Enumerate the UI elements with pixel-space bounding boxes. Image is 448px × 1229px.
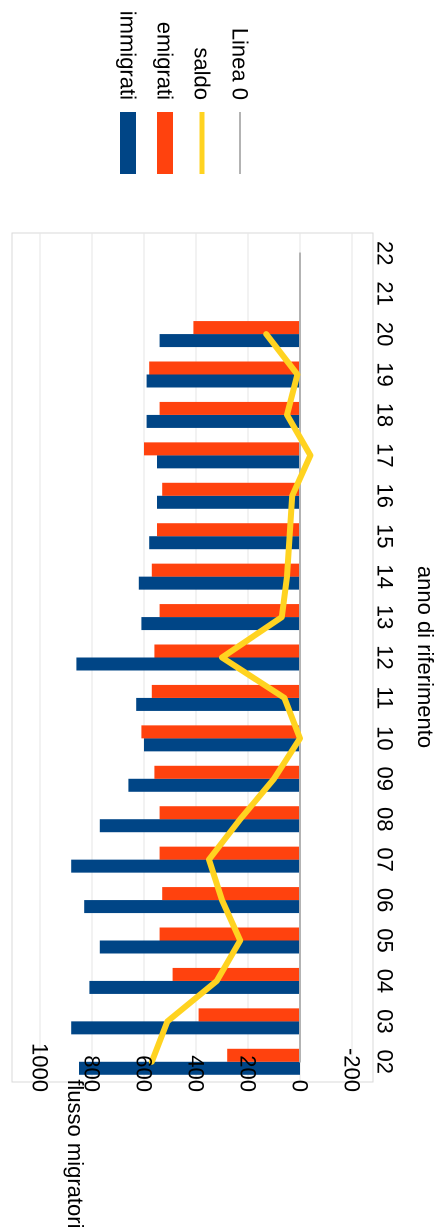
bar-immigrati: [136, 697, 300, 711]
bar-immigrati: [141, 617, 300, 631]
category-tick-label: 02: [373, 1050, 398, 1074]
bar-immigrati: [159, 334, 300, 348]
point-saldo: [285, 575, 289, 579]
category-tick-label: 08: [373, 807, 398, 831]
point-saldo: [272, 777, 276, 781]
point-saldo: [282, 696, 286, 700]
bar-immigrati: [157, 455, 300, 469]
category-tick-label: 16: [373, 484, 398, 508]
point-saldo: [220, 656, 224, 659]
legend: immigrati emigrati saldo Linea 0: [116, 11, 253, 174]
value-tick-label: 1000: [28, 1043, 53, 1092]
bar-immigrati: [157, 495, 300, 509]
bar-immigrati: [99, 819, 300, 833]
legend-label: saldo: [190, 47, 215, 100]
category-tick-label: 22: [373, 241, 398, 265]
category-tick-label: 17: [373, 443, 398, 467]
point-saldo: [238, 939, 242, 942]
bar-emigrati: [149, 361, 300, 375]
legend-label: emigrati: [153, 22, 178, 100]
point-saldo: [290, 494, 294, 498]
point-saldo: [238, 817, 242, 821]
legend-swatch-emigrati: [157, 112, 173, 174]
point-saldo: [150, 1060, 154, 1064]
category-tick-label: 18: [373, 403, 398, 427]
bar-immigrati: [149, 536, 300, 550]
bar-emigrati: [141, 725, 300, 739]
bar-emigrati: [198, 1008, 300, 1022]
category-axis-ticks: 02 03 04 05 06 07 08 09 10 11 12 13 14 15 16 17 18 19 20 21…: [373, 241, 398, 1074]
bars: [71, 321, 301, 1075]
legend-swatch-immigrati: [120, 112, 136, 174]
bar-immigrati: [146, 374, 300, 388]
bar-emigrati: [159, 604, 300, 618]
bar-emigrati: [157, 523, 300, 537]
legend-label: Linea 0: [228, 28, 253, 100]
bar-emigrati: [144, 442, 300, 456]
value-tick-label: -200: [340, 1048, 365, 1092]
value-axis-ticks: -200 0 200 400 600 800 1000: [28, 1043, 365, 1092]
bar-emigrati: [151, 563, 300, 577]
value-tick-label: 800: [80, 1055, 105, 1092]
category-tick-label: 10: [373, 726, 398, 750]
bar-emigrati: [159, 927, 300, 941]
bar-emigrati: [154, 765, 300, 779]
y-axis-label: flusso migratorio: [63, 1079, 88, 1229]
value-tick-label: 600: [132, 1055, 157, 1092]
category-tick-label: 20: [373, 322, 398, 346]
x-axis-label: anno di riferimento: [413, 566, 438, 748]
bar-immigrati: [84, 900, 300, 914]
category-tick-label: 05: [373, 928, 398, 952]
bar-emigrati: [159, 846, 300, 860]
bar-emigrati: [151, 684, 300, 698]
category-tick-label: 14: [373, 564, 398, 588]
bar-immigrati: [79, 1061, 300, 1075]
bar-immigrati: [128, 778, 300, 792]
bar-immigrati: [89, 980, 301, 994]
bar-immigrati: [71, 859, 300, 873]
bar-emigrati: [227, 1048, 300, 1062]
category-tick-label: 21: [373, 281, 398, 305]
value-tick-label: 200: [236, 1055, 261, 1092]
series-lines: [148, 252, 314, 1065]
point-saldo: [264, 332, 268, 336]
value-tick-label: 0: [288, 1080, 313, 1092]
bar-immigrati: [138, 576, 300, 590]
category-tick-label: 03: [373, 1009, 398, 1033]
bar-emigrati: [193, 321, 300, 335]
point-saldo: [207, 858, 211, 862]
category-tick-label: 13: [373, 605, 398, 629]
point-saldo: [280, 615, 284, 619]
bar-emigrati: [162, 482, 300, 496]
category-tick-label: 11: [373, 687, 398, 710]
value-tick-label: 400: [184, 1055, 209, 1092]
point-saldo: [215, 979, 219, 983]
bar-emigrati: [162, 887, 300, 901]
category-tick-label: 04: [373, 969, 398, 993]
bar-emigrati: [159, 401, 300, 415]
bar-immigrati: [144, 738, 300, 752]
bar-emigrati: [159, 806, 300, 820]
bar-immigrati: [99, 940, 300, 954]
plot-area: [11, 232, 374, 1083]
category-tick-label: 07: [373, 847, 398, 871]
point-saldo: [298, 736, 302, 740]
bar-emigrati: [172, 967, 300, 981]
point-saldo: [285, 413, 289, 417]
category-tick-label: 06: [373, 888, 398, 912]
point-saldo: [308, 453, 312, 457]
bar-immigrati: [76, 657, 301, 671]
category-tick-label: 12: [373, 645, 398, 669]
point-saldo: [288, 534, 292, 538]
point-saldo: [165, 1019, 169, 1023]
category-tick-label: 15: [373, 524, 398, 548]
category-tick-label: 09: [373, 767, 398, 791]
point-saldo: [220, 898, 224, 902]
legend-label: immigrati: [116, 11, 141, 100]
bar-immigrati: [146, 414, 300, 428]
point-saldo: [295, 373, 299, 376]
bar-immigrati: [71, 1021, 300, 1035]
category-tick-label: 19: [373, 362, 398, 386]
